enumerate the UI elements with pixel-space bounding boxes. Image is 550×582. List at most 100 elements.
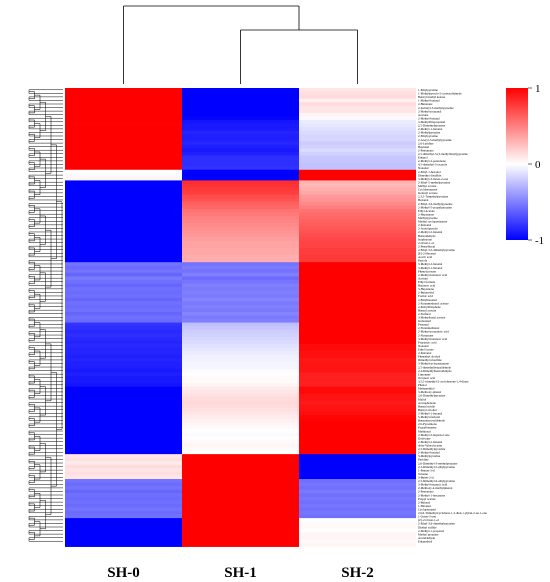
heatmap-cell (182, 269, 299, 274)
row-label: Diethyl sulfide (418, 525, 437, 529)
heatmap-cell (299, 365, 416, 370)
heatmap-cell (299, 390, 416, 395)
row-label: Isophorone (418, 237, 433, 241)
heatmap-cell (65, 393, 182, 398)
row-label: Ethyl lactate (418, 348, 434, 352)
row-label: Acetic acid (418, 255, 432, 259)
heatmap-cell (65, 98, 182, 103)
row-label: 2-Butanone (418, 102, 433, 106)
row-label: 2-Methyl-butanol (418, 451, 440, 455)
heatmap-cell (299, 404, 416, 409)
heatmap-cell (65, 237, 182, 242)
heatmap-cell (182, 244, 299, 249)
heatmap-cell (299, 151, 416, 156)
heatmap-cell (299, 351, 416, 355)
heatmap-cell (65, 511, 182, 515)
heatmap-cell (182, 475, 299, 480)
row-label: 2-Ethylhexanal (418, 298, 437, 302)
heatmap-cell (299, 91, 416, 96)
row-label: 3-Methyl-3-buten-2-one (418, 177, 449, 181)
row-label: Dimethyl disulfide (418, 173, 442, 177)
heatmap-cell (299, 102, 416, 107)
heatmap-cell (299, 159, 416, 164)
heatmap-cell (299, 304, 416, 309)
heatmap-cell (65, 521, 182, 526)
heatmap-cell (65, 361, 182, 366)
heatmap-cell (65, 507, 182, 512)
heatmap-cell (182, 450, 299, 455)
heatmap-cell (299, 500, 416, 505)
heatmap-cell (65, 386, 182, 391)
heatmap-cell (182, 368, 299, 373)
heatmap-cell (182, 123, 299, 128)
heatmap-cell (65, 141, 182, 146)
heatmap-cell (182, 422, 299, 427)
heatmap-cell (182, 308, 299, 313)
row-label: Acetaldehyde (418, 536, 436, 540)
heatmap-cell (299, 450, 416, 455)
heatmap-cell (299, 525, 416, 530)
heatmap-cell (299, 226, 416, 231)
heatmap-cell (299, 361, 416, 366)
heatmap-cell (65, 539, 182, 544)
heatmap-cell (299, 383, 416, 387)
heatmap-cell (299, 422, 416, 427)
heatmap-cell (65, 429, 182, 434)
heatmap-cell (299, 411, 416, 416)
heatmap-cell (299, 379, 416, 384)
row-label: 2-Pentylthiophene (418, 305, 441, 309)
heatmap-cell (65, 493, 182, 498)
heatmap-cell (182, 443, 299, 448)
heatmap-cell (299, 489, 416, 494)
row-label: Phenethyl alcohol (418, 355, 440, 359)
heatmap-cell (299, 215, 416, 220)
heatmap-cell (182, 105, 299, 110)
heatmap-cell (65, 315, 182, 320)
heatmap-cell (299, 457, 416, 462)
heatmap-cell (65, 269, 182, 274)
row-label: 2-Nonanone (418, 333, 434, 337)
row-label: 2-Heptanone (418, 212, 435, 216)
heatmap-cell (182, 201, 299, 206)
heatmap-cell (65, 447, 182, 451)
heatmap-cell (65, 247, 182, 252)
heatmap-cells (65, 88, 416, 547)
row-label: 1-Hexanol (418, 504, 431, 508)
heatmap-cell (299, 514, 416, 519)
row-label: Acetoin (418, 276, 428, 280)
heatmap-cell (65, 301, 182, 306)
row-label: 2-Acetyl-3-methylpyrazine (418, 138, 452, 142)
heatmap-cell (182, 365, 299, 370)
heatmap-cell (182, 215, 299, 220)
colorbar-tick-label: -1 (535, 235, 544, 247)
row-label: Ethanethiol (418, 539, 432, 543)
heatmap-cell (65, 95, 182, 100)
heatmap-cell (182, 322, 299, 327)
heatmap-cell (182, 447, 299, 451)
heatmap-cell (182, 404, 299, 409)
row-label: 1-Penten-3-ol (418, 468, 435, 472)
row-label: Ethyl Acetate (418, 209, 435, 213)
heatmap-cell (182, 535, 299, 540)
row-label: 2-Furfural (418, 312, 431, 316)
heatmap-cell (299, 223, 416, 228)
heatmap-cell (182, 155, 299, 160)
heatmap-cell (182, 319, 299, 323)
heatmap-cell (182, 415, 299, 419)
heatmap-cell (299, 464, 416, 469)
heatmap-cell (65, 400, 182, 405)
heatmap-cell (299, 105, 416, 110)
heatmap-cell (182, 418, 299, 423)
heatmap-cell (182, 400, 299, 405)
heatmap-cell (65, 322, 182, 327)
row-label: 2-Methyl-2-pentenone (418, 159, 446, 163)
row-label: 3-Methylbutyl acetate (418, 316, 446, 320)
heatmap-cell (65, 205, 182, 210)
heatmap-cell (299, 137, 416, 142)
row-label: Butanoic acid (418, 284, 436, 288)
heatmap-cell (299, 187, 416, 192)
row-label: 2,6-Dimethylpyrazine (418, 394, 446, 399)
row-label: 2-Methyl-2-butenal (418, 440, 442, 444)
heatmap-cell (182, 187, 299, 192)
heatmap-cell (65, 372, 182, 377)
